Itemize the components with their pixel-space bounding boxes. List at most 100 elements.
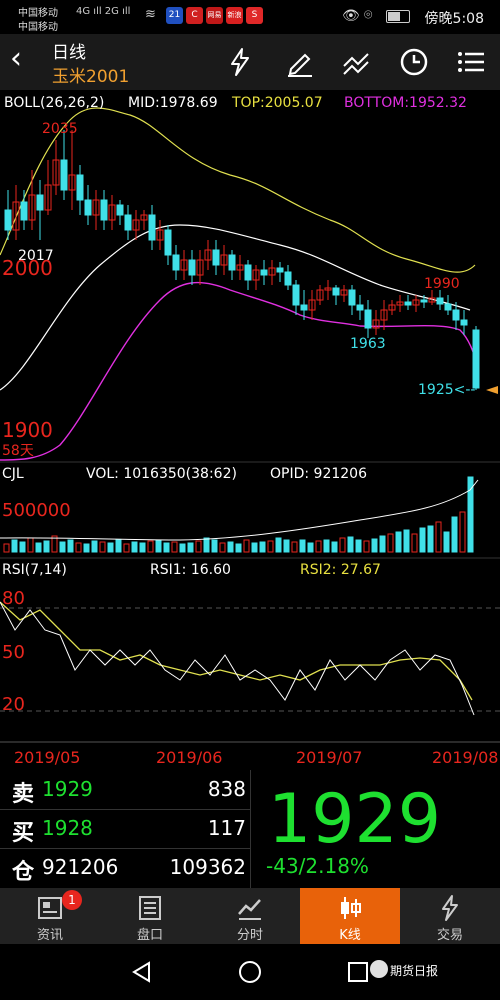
rsi1-line (0, 601, 475, 716)
candle-body (164, 229, 172, 256)
buy-row[interactable]: 买 1928 117 (0, 809, 250, 849)
volume-bar (299, 539, 306, 553)
volume-value: VOL: 1016350(38:62) (86, 466, 237, 482)
open-interest-row: 仓 921206 109362 (0, 848, 250, 887)
candle-body (180, 259, 188, 271)
watermark: 期货日报 (390, 964, 439, 978)
volume-bar (19, 541, 26, 553)
lightning-icon[interactable] (224, 46, 256, 78)
volume-bar (59, 541, 66, 553)
volume-bar (379, 535, 386, 553)
buy-qty: 117 (207, 816, 246, 840)
volume-bar (51, 535, 58, 553)
back-nav-icon[interactable] (130, 960, 154, 984)
volume-bar (179, 543, 186, 553)
volume-bar (155, 539, 162, 553)
candle-body (404, 301, 412, 306)
current-price-marker (486, 386, 498, 394)
volume-bar (259, 541, 266, 553)
kline-chart[interactable] (0, 90, 500, 770)
pen-icon[interactable] (284, 46, 316, 78)
candle-body (100, 199, 108, 221)
volume-bar (43, 540, 50, 553)
system-nav-bar: 期货日报 (0, 944, 500, 1000)
oi-label: 仓 (12, 860, 35, 885)
lightning-icon (442, 895, 458, 921)
volume-bar (451, 516, 458, 553)
clock-icon[interactable] (398, 46, 430, 78)
news-badge: 1 (62, 890, 82, 910)
candle-body (364, 309, 372, 329)
tab-news[interactable]: 1 资讯 (0, 888, 100, 944)
carrier-2: 中国移动 (18, 22, 58, 33)
candle-body (268, 267, 276, 276)
axis-label-1900: 1900 (2, 418, 53, 442)
volume-bar (331, 541, 338, 553)
candle-body (52, 159, 60, 186)
volume-bar (435, 521, 442, 553)
volume-bar (387, 533, 394, 553)
tab-trade[interactable]: 交易 (400, 888, 500, 944)
date-label-jun: 2019/06 (156, 748, 223, 767)
volume-bars (3, 476, 474, 553)
clock-time: 傍晚5:08 (424, 11, 484, 27)
home-nav-icon[interactable] (238, 960, 262, 984)
trend-icon (238, 899, 261, 920)
volume-bar (219, 542, 226, 553)
battery-icon (386, 10, 410, 23)
candle-body (44, 184, 52, 211)
candle-body (284, 271, 292, 286)
candle-body (472, 329, 480, 389)
high-price-label: 2035 (42, 121, 78, 137)
date-label-aug: 2019/08 (432, 748, 499, 767)
volume-bar (147, 540, 154, 553)
tab-kline[interactable]: K线 (300, 888, 400, 944)
candle-body (220, 254, 228, 266)
volume-bar (403, 529, 410, 553)
indicator-icon[interactable] (340, 46, 372, 78)
sell-row[interactable]: 卖 1929 838 (0, 770, 250, 810)
tab-orderbook[interactable]: 盘口 (100, 888, 200, 944)
candle-body (340, 289, 348, 296)
candle-body (460, 319, 468, 326)
candle-body (92, 199, 100, 216)
candle-body (4, 209, 12, 231)
wechat-logo-icon (370, 960, 388, 978)
volume-bar (75, 542, 82, 553)
candle-body (132, 219, 140, 231)
volume-bar (251, 542, 258, 553)
buy-price: 1928 (42, 816, 93, 840)
candle-body (68, 174, 76, 191)
carrier-1: 中国移动 (18, 8, 58, 19)
candlesticks (4, 130, 480, 390)
tab-timeshare[interactable]: 分时 (200, 888, 300, 944)
menu-icon[interactable] (455, 46, 487, 78)
back-icon[interactable]: ‹ (10, 41, 22, 76)
volume-bar (139, 542, 146, 553)
app-icon-sina: 新浪 (226, 7, 243, 24)
candle-body (244, 264, 252, 281)
candle-body (292, 284, 300, 306)
volume-bar (467, 476, 474, 553)
volume-bar (187, 542, 194, 553)
candle-body (156, 229, 164, 241)
rsi-label: RSI(7,14) (2, 562, 67, 578)
volume-bar (123, 543, 130, 553)
volume-bar (35, 542, 42, 553)
tab-kline-label: K线 (339, 928, 361, 943)
candle-body (380, 309, 388, 321)
volume-bar (163, 542, 170, 553)
rsi-axis-20: 20 (2, 694, 25, 715)
oi-value: 921206 (42, 855, 119, 879)
contract-name[interactable]: 玉米2001 (52, 67, 130, 87)
candle-body (396, 301, 404, 306)
boll-label: BOLL(26,26,2) (4, 95, 105, 111)
recents-nav-icon[interactable] (346, 960, 370, 984)
boll-top-value: TOP:2005.07 (232, 95, 323, 111)
status-bar: 中国移动 中国移动 4G ıll 2G ıll ≋ 21 C 网易 新浪 S 👁… (0, 0, 500, 34)
order-book-panel: 卖 1929 838 买 1928 117 仓 921206 109362 19… (0, 770, 500, 888)
candle-body (12, 201, 20, 231)
volume-bar (107, 542, 114, 553)
volume-bar (27, 537, 34, 553)
price-label-2017: 2017 (18, 248, 54, 264)
